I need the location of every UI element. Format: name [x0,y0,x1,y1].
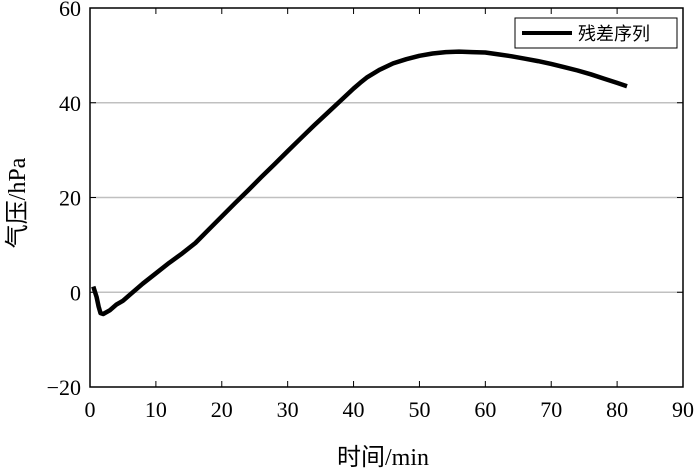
series-line [91,49,628,317]
x-tick-label: 10 [145,397,167,422]
y-tick-label: 40 [59,91,81,116]
x-tick-label: 20 [211,397,233,422]
legend-label: 残差序列 [578,24,650,44]
legend: 残差序列 [514,17,678,49]
y-tick-label: 60 [59,0,81,21]
grid-lines [90,102,683,293]
x-tick-label: 40 [343,397,365,422]
x-tick-label: 80 [606,397,628,422]
x-tick-label: 90 [672,397,694,422]
x-axis-title: 时间/min [337,444,429,471]
y-tick-label: 0 [70,280,81,305]
y-tick-label: −20 [47,375,81,400]
x-tick-label: 60 [474,397,496,422]
x-tick-label: 0 [85,397,96,422]
series-layer [91,49,628,317]
x-tick-label: 50 [408,397,430,422]
x-tick-label: 30 [277,397,299,422]
y-tick-label: 20 [59,186,81,211]
y-axis-title: 气压/hPa [4,157,31,248]
x-tick-label: 70 [540,397,562,422]
